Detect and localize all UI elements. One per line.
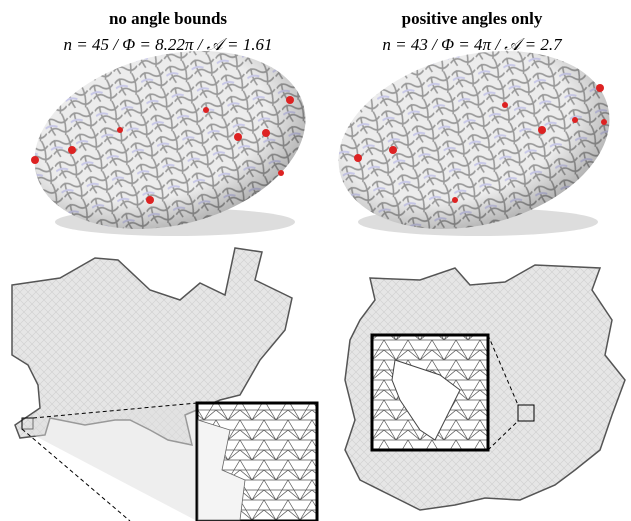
panel-caption: n = 43 / Φ = 4π / 𝒜 = 2.7 <box>382 35 563 54</box>
panel-title: no angle bounds <box>109 9 227 28</box>
zoom-inset <box>370 333 535 452</box>
panel-caption: n = 45 / Φ = 8.22π / 𝒜 = 1.61 <box>64 35 273 54</box>
zoom-inset <box>21 401 319 521</box>
brain-render <box>31 51 306 236</box>
panel-title: positive angles only <box>402 9 543 28</box>
brain-render <box>338 51 610 236</box>
